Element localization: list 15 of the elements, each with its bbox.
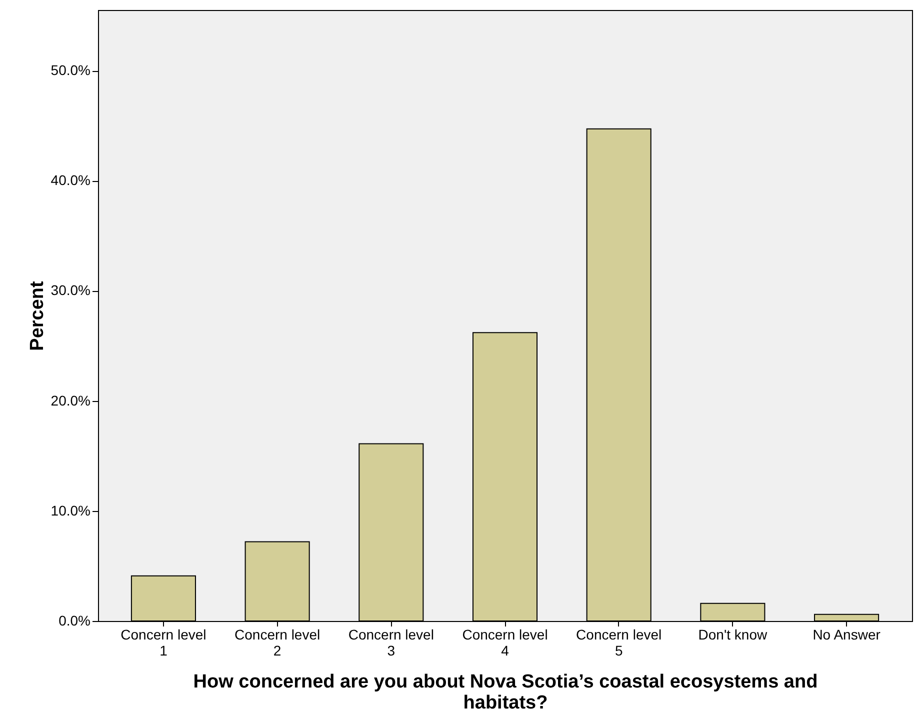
x-tick-label: Concern level 2: [234, 626, 320, 658]
y-tick-label: 0.0%: [58, 612, 90, 628]
x-tick-label: No Answer: [812, 626, 881, 642]
y-tick-label: 10.0%: [50, 502, 90, 518]
x-tick-label: Concern level 5: [576, 626, 662, 658]
x-tick-label: Don't know: [698, 626, 768, 642]
y-tick-label: 30.0%: [50, 282, 90, 298]
y-tick-label: 40.0%: [50, 172, 90, 188]
y-axis-title: Percent: [26, 280, 48, 351]
x-axis-title: How concerned are you about Nova Scotia’s coastal ecosystems and habitats?: [193, 672, 818, 714]
y-tick-label: 20.0%: [50, 392, 90, 408]
x-tick-label: Concern level 1: [120, 626, 206, 658]
y-tick-label: 50.0%: [50, 62, 90, 78]
x-tick-label: Concern level 3: [348, 626, 434, 658]
x-tick-label: Concern level 4: [462, 626, 548, 658]
